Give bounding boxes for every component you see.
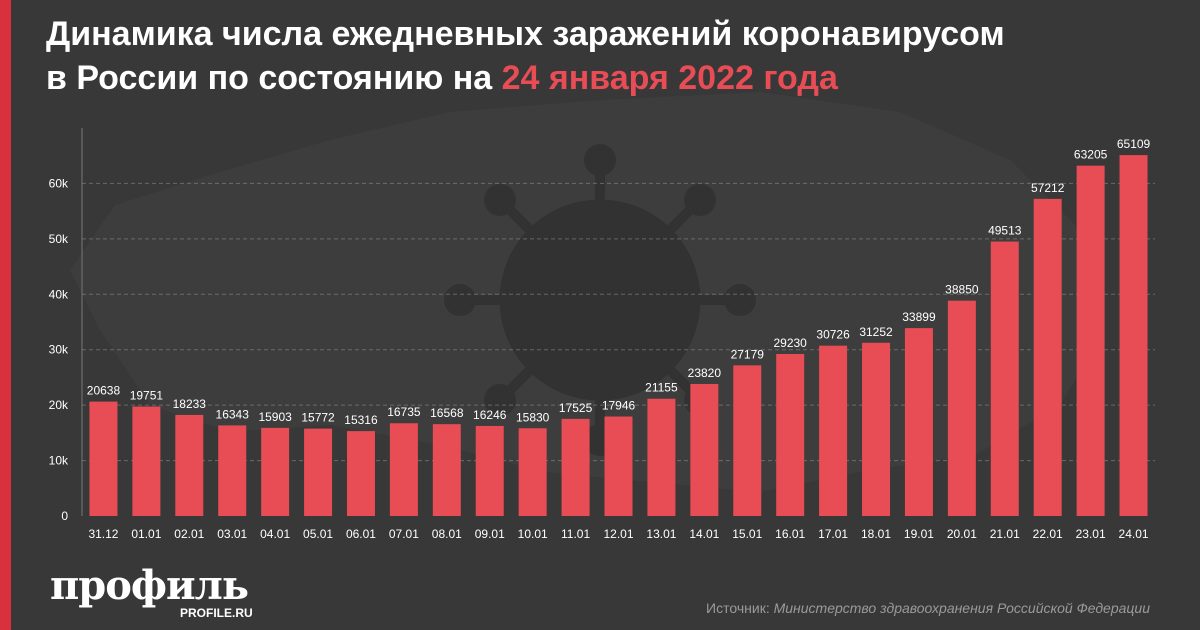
x-tick-label: 10.01 (518, 527, 548, 541)
x-tick-label: 20.01 (947, 527, 977, 541)
data-label: 31252 (859, 325, 893, 339)
bar (175, 414, 204, 516)
bar (990, 241, 1019, 516)
data-label: 16246 (473, 408, 507, 422)
bar (1033, 198, 1062, 516)
bar (733, 365, 762, 516)
bar (304, 428, 333, 516)
data-label: 27179 (731, 347, 765, 361)
bar (776, 353, 805, 516)
bar (604, 416, 633, 516)
data-label: 16568 (430, 406, 464, 420)
bar (475, 425, 504, 516)
x-tick-label: 03.01 (217, 527, 247, 541)
chart-title: Динамика числа ежедневных заражений коро… (46, 15, 1005, 53)
source-note: Источник: Министерство здравоохранения Р… (706, 600, 1150, 616)
bar (1119, 155, 1148, 516)
data-label: 20638 (87, 384, 121, 398)
x-tick-label: 16.01 (775, 527, 805, 541)
x-tick-label: 19.01 (904, 527, 934, 541)
y-tick-label: 30k (49, 343, 69, 357)
profile-site-url: PROFILE.RU (180, 606, 253, 620)
data-label: 21155 (645, 381, 678, 395)
x-tick-label: 31.12 (88, 527, 118, 541)
data-label: 15903 (258, 410, 292, 424)
x-tick-label: 18.01 (861, 527, 891, 541)
x-tick-label: 21.01 (990, 527, 1020, 541)
data-label: 15772 (301, 411, 335, 425)
x-tick-label: 06.01 (346, 527, 376, 541)
data-label: 15830 (516, 410, 550, 424)
x-tick-label: 12.01 (603, 527, 633, 541)
x-tick-label: 07.01 (389, 527, 419, 541)
bar (947, 300, 976, 516)
y-tick-label: 40k (49, 287, 69, 301)
bar (690, 383, 719, 516)
x-tick-label: 11.01 (561, 527, 590, 541)
y-tick-label: 0 (61, 509, 68, 523)
subtitle-prefix: в России по состоянию на (46, 59, 502, 97)
data-label: 30726 (816, 328, 850, 342)
virus-icon (444, 144, 756, 456)
bar (647, 398, 676, 516)
data-label: 15316 (344, 413, 378, 427)
data-label: 16735 (387, 405, 421, 419)
source-organization: Министерство здравоохранения Российской … (773, 600, 1150, 616)
y-tick-label: 60k (49, 176, 69, 190)
bar (261, 427, 290, 516)
bar (132, 406, 161, 516)
bar (389, 423, 418, 516)
x-tick-label: 02.01 (174, 527, 204, 541)
x-tick-label: 22.01 (1033, 527, 1063, 541)
data-label: 33899 (902, 310, 936, 324)
data-label: 16343 (216, 407, 250, 421)
data-label: 65109 (1117, 137, 1151, 151)
data-label: 23820 (688, 366, 722, 380)
data-label: 38850 (945, 283, 979, 297)
data-label: 17946 (602, 399, 636, 413)
x-tick-label: 09.01 (475, 527, 505, 541)
source-prefix: Источник: (706, 600, 774, 616)
bar (1076, 165, 1105, 517)
data-label: 17525 (559, 401, 593, 415)
y-tick-label: 10k (49, 454, 69, 468)
profile-logo: профиль (50, 562, 249, 609)
bar (561, 418, 590, 516)
x-tick-label: 05.01 (303, 527, 333, 541)
x-tick-label: 01.01 (131, 527, 161, 541)
chart-subtitle: в России по состоянию на 24 января 2022 … (46, 58, 838, 98)
bar (218, 425, 247, 516)
bar (862, 342, 891, 516)
x-tick-label: 04.01 (260, 527, 290, 541)
data-label: 57212 (1031, 181, 1065, 195)
data-label: 29230 (773, 336, 807, 350)
bar (89, 401, 118, 516)
x-tick-label: 24.01 (1119, 527, 1149, 541)
data-label: 63205 (1074, 148, 1108, 162)
x-tick-label: 08.01 (432, 527, 462, 541)
bar (904, 328, 933, 516)
y-tick-label: 20k (49, 398, 69, 412)
x-tick-label: 23.01 (1076, 527, 1106, 541)
x-tick-label: 15.01 (732, 527, 762, 541)
data-label: 18233 (173, 397, 207, 411)
bar (819, 345, 848, 516)
accent-stripe (0, 0, 11, 630)
data-label: 19751 (130, 389, 164, 403)
bar (432, 424, 461, 516)
x-tick-label: 14.01 (689, 527, 719, 541)
subtitle-date-highlight: 24 января 2022 года (501, 59, 838, 97)
bar (346, 431, 375, 516)
data-label: 49513 (988, 224, 1022, 238)
bar (518, 428, 547, 516)
y-tick-label: 50k (49, 232, 69, 246)
x-tick-label: 17.01 (818, 527, 848, 541)
x-tick-label: 13.01 (646, 527, 676, 541)
